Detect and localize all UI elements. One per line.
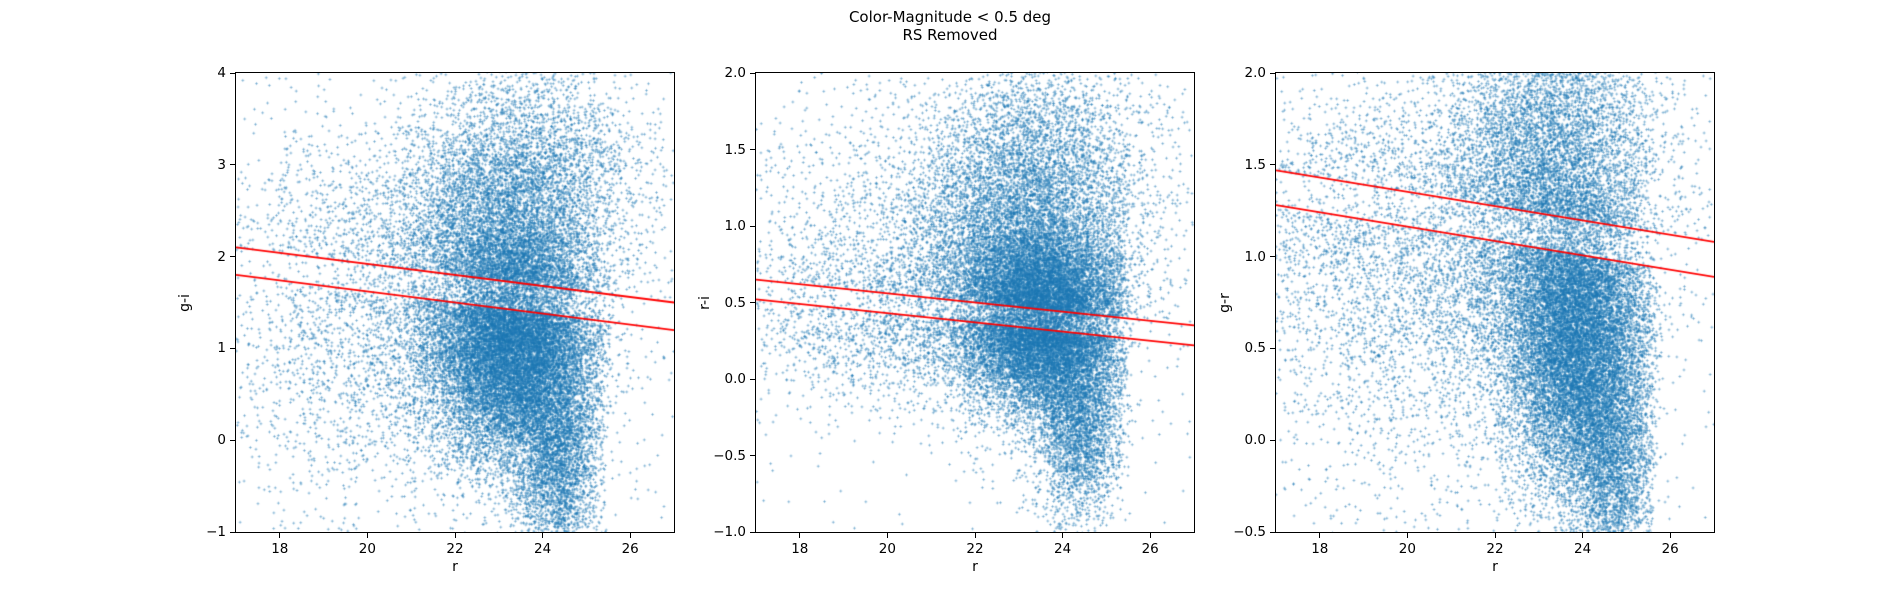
y-tick-label: 1.0 xyxy=(1244,248,1266,265)
x-tick-mark xyxy=(542,533,544,538)
y-axis-label-wrap: g-i xyxy=(176,73,194,532)
x-tick-mark xyxy=(1062,533,1064,538)
y-tick-mark xyxy=(230,347,235,349)
x-axis-label: r xyxy=(972,559,978,575)
y-tick-mark xyxy=(230,256,235,258)
scatter-canvas-g-i xyxy=(236,73,674,532)
x-axis-label: r xyxy=(1492,559,1498,575)
y-tick-label: 2.0 xyxy=(1244,65,1266,81)
y-tick-label: 1.0 xyxy=(724,218,746,234)
y-tick-mark xyxy=(230,531,235,533)
x-axis-label: r xyxy=(452,559,458,575)
x-tick-mark xyxy=(366,533,368,538)
x-tick-label: 18 xyxy=(1311,541,1329,557)
y-tick-label: −0.5 xyxy=(713,447,746,464)
x-tick-mark xyxy=(799,533,801,538)
y-tick-mark xyxy=(1270,531,1275,533)
y-tick-mark xyxy=(1270,439,1275,441)
x-tick-mark xyxy=(1582,533,1584,538)
y-axis-label: g-r xyxy=(1217,292,1234,313)
figure-title-line2: RS Removed xyxy=(902,26,998,44)
x-tick-label: 20 xyxy=(1398,541,1416,557)
y-tick-mark xyxy=(750,72,755,74)
y-tick-mark xyxy=(230,72,235,74)
y-tick-mark xyxy=(750,302,755,303)
y-axis-label: g-i xyxy=(176,293,193,312)
y-tick-label: 2 xyxy=(217,248,226,265)
y-tick-label: 4 xyxy=(217,65,226,81)
x-tick-mark xyxy=(279,533,281,538)
x-tick-label: 22 xyxy=(966,541,984,557)
y-tick-label: 3 xyxy=(217,156,226,173)
x-tick-label: 22 xyxy=(1486,541,1504,557)
y-tick-label: 0.0 xyxy=(724,371,746,387)
y-tick-label: 2.0 xyxy=(724,65,746,81)
y-tick-mark xyxy=(750,378,755,380)
x-tick-label: 24 xyxy=(1574,541,1592,557)
y-tick-mark xyxy=(1270,164,1275,166)
x-tick-mark xyxy=(1669,533,1671,538)
x-tick-label: 20 xyxy=(358,541,376,557)
x-tick-label: 22 xyxy=(446,541,464,557)
y-tick-mark xyxy=(1270,72,1275,74)
y-axis-label-wrap: g-r xyxy=(1216,73,1234,532)
y-tick-mark xyxy=(1270,347,1275,349)
y-tick-mark xyxy=(750,225,755,227)
x-tick-mark xyxy=(1494,533,1496,538)
x-tick-label: 26 xyxy=(621,541,639,557)
x-tick-label: 24 xyxy=(534,541,552,557)
y-tick-label: 0.5 xyxy=(724,294,746,311)
figure-title-line1: Color-Magnitude < 0.5 deg xyxy=(848,8,1052,26)
x-tick-label: 26 xyxy=(1661,541,1679,557)
panel-r-i-vs-r: r r-i 18 20 22 24 26 2.0 1.5 1.0 0.5 0.0 −0.5 −1.0 xyxy=(697,65,1195,575)
y-tick-mark xyxy=(230,439,235,441)
y-tick-label: −1.0 xyxy=(713,524,746,540)
x-tick-mark xyxy=(629,533,631,538)
figure-title: Color-Magnitude < 0.5 deg RS Removed xyxy=(0,8,1900,44)
x-tick-label: 26 xyxy=(1141,541,1159,557)
x-tick-mark xyxy=(1319,533,1321,538)
y-tick-label: 0 xyxy=(217,432,226,449)
y-tick-label: −1 xyxy=(206,524,226,540)
scatter-canvas-g-r xyxy=(1276,73,1714,532)
y-tick-mark xyxy=(750,531,755,533)
y-tick-mark xyxy=(230,164,235,166)
y-tick-label: 0.0 xyxy=(1244,432,1266,449)
y-tick-mark xyxy=(1270,256,1275,258)
y-tick-mark xyxy=(750,455,755,456)
x-tick-mark xyxy=(1149,533,1151,538)
y-tick-label: 1.5 xyxy=(1244,156,1266,173)
x-tick-mark xyxy=(454,533,456,538)
panel-g-i-vs-r: r g-i 18 20 22 24 26 4 3 2 1 0 −1 xyxy=(177,65,675,575)
y-tick-label: 1 xyxy=(217,340,226,357)
y-tick-label: −0.5 xyxy=(1233,524,1266,540)
y-tick-label: 0.5 xyxy=(1244,340,1266,357)
x-tick-label: 24 xyxy=(1054,541,1072,557)
scatter-canvas-r-i xyxy=(756,73,1194,532)
panel-g-r-vs-r: r g-r 18 20 22 24 26 2.0 1.5 1.0 0.5 0.0 −0.5 xyxy=(1217,65,1715,575)
x-tick-mark xyxy=(1406,533,1408,538)
x-tick-mark xyxy=(974,533,976,538)
x-tick-label: 20 xyxy=(878,541,896,557)
x-tick-mark xyxy=(886,533,888,538)
y-tick-label: 1.5 xyxy=(724,141,746,158)
y-tick-mark xyxy=(750,149,755,150)
x-tick-label: 18 xyxy=(791,541,809,557)
x-tick-label: 18 xyxy=(271,541,289,557)
